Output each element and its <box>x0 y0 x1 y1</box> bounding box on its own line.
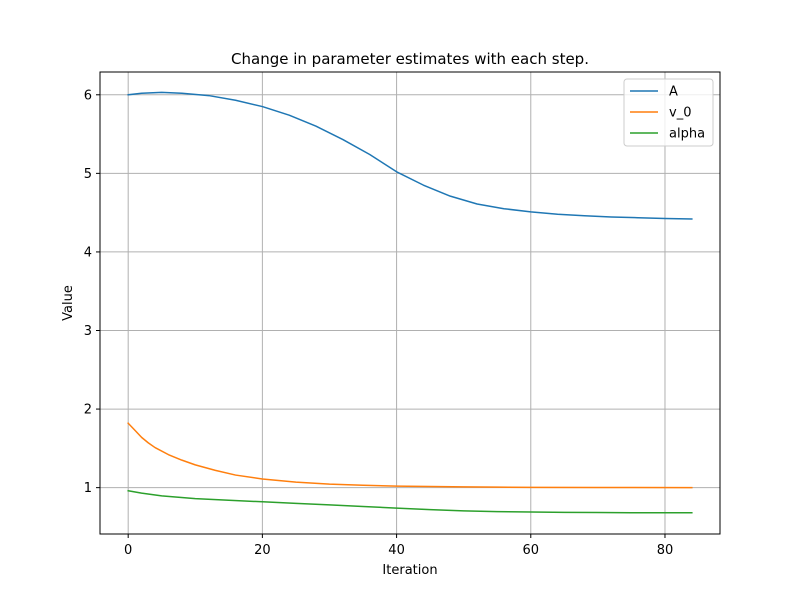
y-tick-label: 6 <box>84 88 92 103</box>
legend-label: A <box>669 85 678 100</box>
plot-area-frame <box>99 71 721 535</box>
y-tick-label: 2 <box>84 403 92 418</box>
y-tick-label: 1 <box>84 481 92 496</box>
series-line-alpha <box>127 489 693 514</box>
axis-ticks: 0 20 40 60 80 1 2 3 4 5 6 <box>84 88 674 558</box>
x-tick-label: 40 <box>388 543 405 558</box>
y-tick-label: 3 <box>84 324 92 339</box>
chart-title: Change in parameter estimates with each … <box>231 50 589 68</box>
series-lines <box>127 91 693 514</box>
y-tick-label: 5 <box>84 167 92 182</box>
series-line-a <box>127 91 693 220</box>
x-tick-label: 0 <box>124 543 132 558</box>
grid-lines <box>100 72 720 534</box>
legend-label: alpha <box>669 127 705 142</box>
y-axis-label: Value <box>61 285 76 321</box>
x-tick-label: 60 <box>523 543 540 558</box>
x-tick-label: 20 <box>254 543 271 558</box>
series-line-v-0 <box>127 422 693 489</box>
legend-box <box>623 78 714 147</box>
y-tick-label: 4 <box>84 245 92 260</box>
x-axis-label: Iteration <box>382 563 437 578</box>
legend-label: v_0 <box>669 106 691 121</box>
x-tick-label: 80 <box>657 543 674 558</box>
